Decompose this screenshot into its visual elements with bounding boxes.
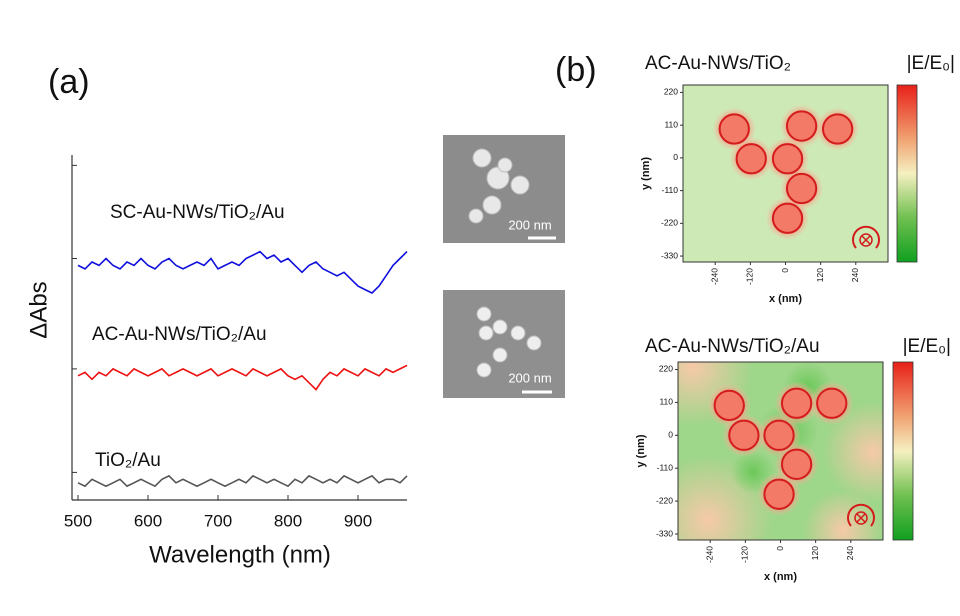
y-tick-label: 0: [668, 430, 673, 440]
panel-label: (b): [555, 51, 597, 89]
x-tick-label: 500: [64, 511, 92, 530]
particle: [785, 110, 818, 142]
scale-label: 200 nm: [508, 217, 551, 232]
x-tick-label: 240: [845, 546, 855, 560]
y-tick-label: -220: [656, 495, 673, 505]
y-tick-label: 110: [659, 397, 673, 407]
y-axis-label: y (nm): [635, 434, 647, 467]
field-lobe: [823, 402, 883, 502]
x-tick-label: 120: [815, 268, 825, 282]
series-label: TiO₂/Au: [95, 450, 161, 471]
y-tick-label: -110: [657, 462, 674, 472]
particle: [780, 448, 813, 480]
particle: [763, 419, 795, 451]
particle: [718, 113, 750, 145]
y-tick-label: -330: [661, 250, 678, 260]
y-tick-label: 220: [659, 364, 673, 374]
x-tick-label: 0: [775, 546, 785, 551]
particle: [785, 172, 818, 205]
colorbar-label: |E/E₀|: [903, 336, 951, 357]
field: [678, 362, 883, 540]
rotation-icon: [852, 225, 880, 249]
x-tick-label: 120: [810, 546, 820, 560]
particle: [816, 387, 848, 419]
rotation-icon: [859, 233, 873, 247]
series-line: [77, 250, 408, 294]
y-axis-label: y (nm): [640, 157, 652, 190]
x-axis-label: x (nm): [764, 571, 797, 583]
series-label: AC-Au-NWs/TiO₂/Au: [92, 324, 267, 345]
sem-image: 200 nm: [443, 135, 565, 243]
particle: [728, 419, 760, 451]
colorbar-label: |E/E₀|: [907, 53, 955, 74]
y-tick-label: -330: [656, 528, 673, 538]
x-axis-label: x (nm): [769, 293, 802, 305]
field: [683, 85, 888, 262]
x-tick-label: -120: [745, 268, 755, 285]
colorbar: [892, 361, 914, 541]
y-tick-label: 220: [664, 87, 678, 97]
map-title: AC-Au-NWs/TiO₂: [645, 53, 791, 74]
y-tick-label: -110: [662, 185, 679, 195]
rotation-icon: [861, 235, 871, 245]
particle: [763, 478, 795, 510]
y-tick-label: -220: [661, 218, 678, 228]
x-tick-label: 700: [204, 511, 232, 530]
series-line: [77, 364, 408, 391]
x-tick-label: 0: [780, 268, 790, 273]
colorbar: [896, 84, 918, 263]
x-tick-label: 240: [850, 268, 860, 282]
particle: [780, 387, 813, 419]
particle: [821, 113, 854, 145]
x-tick-label: -240: [704, 546, 714, 563]
particle: [713, 389, 745, 422]
field-lobe: [803, 490, 883, 540]
series-label: SC-Au-NWs/TiO₂/Au: [110, 202, 285, 223]
x-tick-label: -120: [740, 546, 750, 563]
y-tick-label: 110: [664, 119, 678, 129]
x-tick-label: 800: [274, 511, 302, 530]
particle: [735, 143, 767, 175]
y-axis-label: ΔAbs: [25, 281, 52, 338]
map-title: AC-Au-NWs/TiO₂/Au: [645, 336, 820, 357]
rotation-icon: [847, 503, 875, 527]
scale-label: 200 nm: [508, 370, 551, 385]
panel-label: (a): [48, 63, 90, 101]
sem-image: 200 nm: [443, 290, 565, 398]
series-line: [77, 474, 408, 488]
y-tick-label: 0: [673, 152, 678, 162]
x-axis-label: Wavelength (nm): [149, 541, 331, 568]
x-tick-label: 900: [344, 511, 372, 530]
rotation-icon: [856, 513, 866, 523]
particle: [771, 202, 804, 234]
x-tick-label: 600: [134, 511, 162, 530]
x-tick-label: -240: [709, 268, 719, 285]
particle: [771, 143, 804, 175]
rotation-icon: [854, 511, 868, 525]
